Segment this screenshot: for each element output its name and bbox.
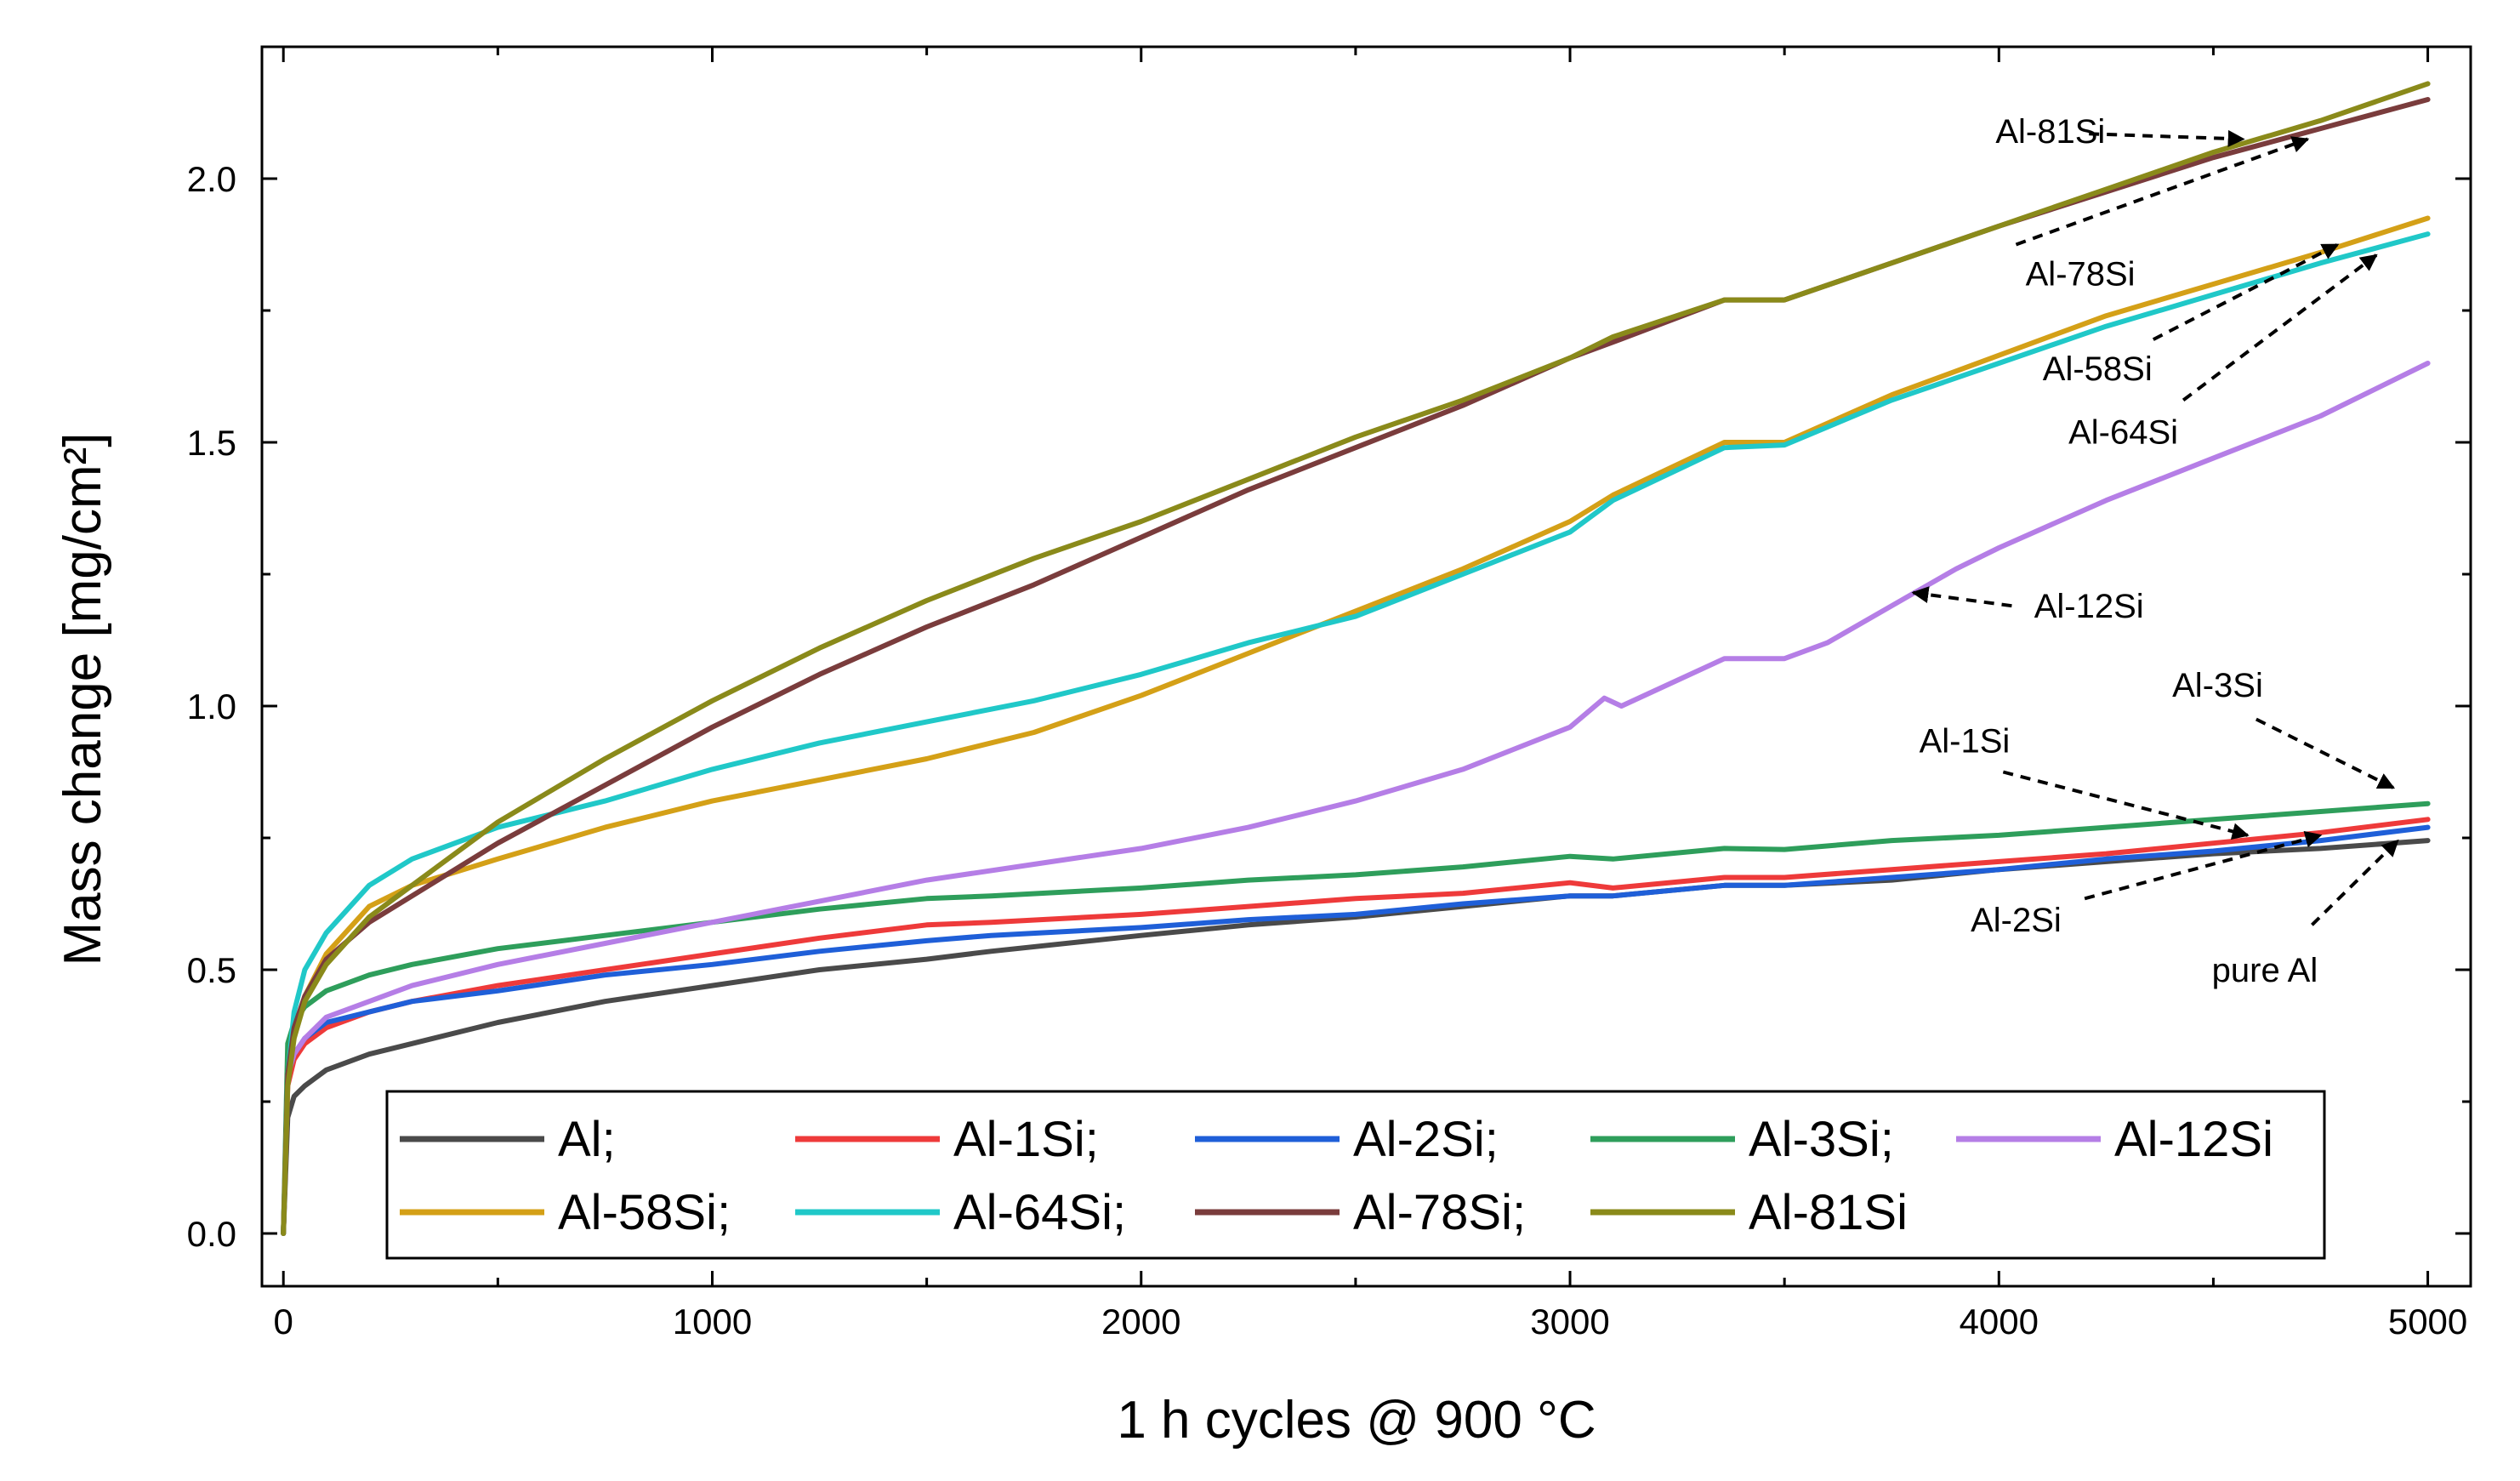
legend-box xyxy=(385,1090,2326,1260)
x-tick-label: 4000 xyxy=(1960,1302,2039,1341)
legend-label-al-2si: Al-2Si; xyxy=(1353,1112,1499,1167)
annotation-arrow-al-81si xyxy=(2089,129,2245,147)
x-tick-label: 2000 xyxy=(1101,1302,1180,1341)
legend-label-al-12si: Al-12Si xyxy=(2114,1112,2273,1167)
series-line-al-64si xyxy=(281,231,2431,1236)
annotation-label-al-78si: Al-78Si xyxy=(2026,256,2136,293)
series-line-al-2si xyxy=(281,824,2431,1236)
annotation-label-al-2si: Al-2Si xyxy=(1971,902,2062,939)
annotation-label-pure-al: pure Al xyxy=(2212,952,2318,989)
annotation-arrow-al-2si xyxy=(2084,830,2323,901)
legend-label-al-3si: Al-3Si; xyxy=(1749,1112,1894,1167)
annotation-arrow-pure-al xyxy=(2311,839,2399,926)
annotation-label-al-1si: Al-1Si xyxy=(1920,722,2011,760)
series-line-al-1si xyxy=(281,817,2431,1236)
legend-label-al-81si: Al-81Si xyxy=(1749,1185,1908,1240)
series-line-al-3si xyxy=(281,800,2431,1236)
annotation-arrow-al-1si xyxy=(2002,770,2250,840)
annotation-label-al-81si: Al-81Si xyxy=(1995,113,2105,151)
annotation-arrow-al-64si xyxy=(2182,253,2378,402)
annotation-arrow-al-12si xyxy=(1911,586,2012,608)
x-tick-label: 5000 xyxy=(2388,1302,2467,1341)
series-line-al-12si xyxy=(281,361,2431,1236)
axes-layer: 0 1000 2000 3000 4000 5000 0.0 0.5 1.0 1.5 2.0 xyxy=(187,45,2472,1341)
annotation-label-al-12si: Al-12Si xyxy=(2034,588,2144,625)
y-tick-label: 1.0 xyxy=(187,686,236,726)
x-tick-label: 0 xyxy=(274,1302,293,1341)
y-axis-title: Mass change [mg/cm²] xyxy=(54,432,112,965)
annotation-label-al-64si: Al-64Si xyxy=(2068,414,2178,452)
legend: Al; Al-1Si; Al-2Si; Al-3Si; Al-12Si Al-58Si; A… xyxy=(385,1090,2326,1260)
x-tick-label: 1000 xyxy=(673,1302,752,1341)
annotation-arrow-al-3si xyxy=(2255,717,2396,789)
legend-label-al-78si: Al-78Si; xyxy=(1353,1185,1526,1240)
y-tick-label: 0.5 xyxy=(187,950,236,990)
y-tick-label: 1.5 xyxy=(187,423,236,463)
annotation-label-al-58si: Al-58Si xyxy=(2043,350,2153,388)
plot-frame xyxy=(260,45,2472,1288)
series-line-al-81si xyxy=(281,81,2431,1236)
annotation-label-al-3si: Al-3Si xyxy=(2172,667,2263,704)
series-layer xyxy=(281,81,2431,1236)
x-axis-title: 1 h cycles @ 900 °C xyxy=(1117,1391,1596,1450)
y-tick-label: 2.0 xyxy=(187,159,236,199)
x-tick-label: 3000 xyxy=(1530,1302,1609,1341)
legend-label-al-64si: Al-64Si; xyxy=(953,1185,1126,1240)
series-line-al-58si xyxy=(281,215,2431,1236)
legend-label-al-58si: Al-58Si; xyxy=(558,1185,731,1240)
legend-label-al-1si: Al-1Si; xyxy=(953,1112,1099,1167)
annotations-layer: Al-81Si Al-78Si Al-58Si Al-64Si Al-12Si Al-3S… xyxy=(1911,113,2399,989)
annotation-arrow-al-78si xyxy=(2015,136,2310,247)
y-tick-label: 0.0 xyxy=(187,1214,236,1254)
legend-label-al: Al; xyxy=(558,1112,616,1167)
